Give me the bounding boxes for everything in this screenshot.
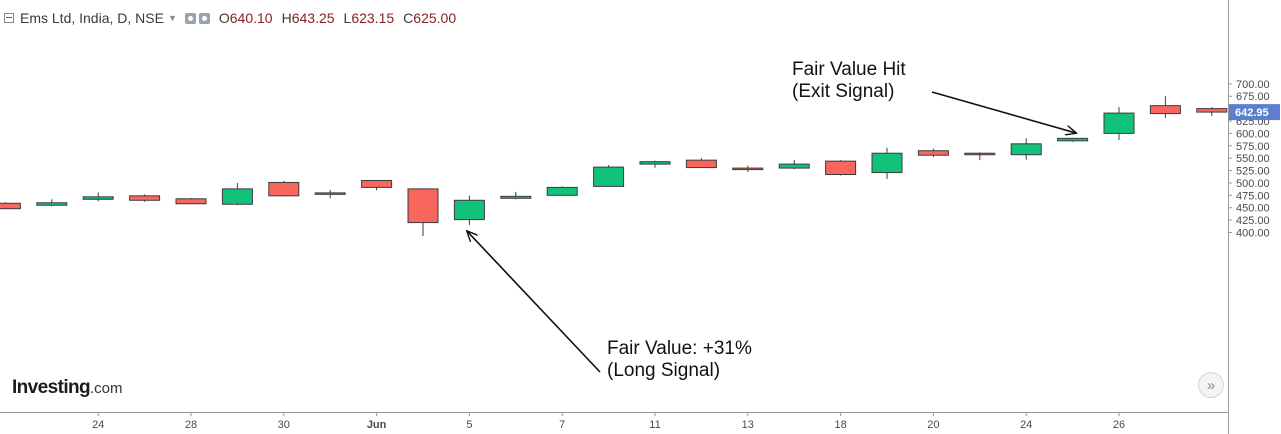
long-signal-arrow: [467, 232, 601, 373]
candle-body: [175, 198, 207, 205]
y-tick-label: 675.00: [1236, 91, 1270, 103]
candle-body: [639, 161, 671, 165]
candle-body: [221, 188, 253, 205]
x-tick-label: 7: [559, 419, 565, 431]
candle-body: [1196, 108, 1228, 113]
logo-brand: Investing: [12, 377, 91, 398]
chart-header: Ems Ltd, India, D, NSE ▼ O640.10 H643.25…: [4, 10, 456, 26]
candle-body: [36, 202, 68, 206]
candle-body: [268, 181, 300, 197]
annotation-exit-signal: Fair Value Hit: [792, 59, 906, 80]
candle-body: [361, 179, 393, 188]
x-tick-label: 13: [742, 419, 754, 431]
candle-body: [964, 152, 996, 156]
y-tick-label: 600.00: [1236, 128, 1270, 140]
candle-body: [0, 202, 21, 210]
candle-body: [685, 159, 717, 169]
high-label: H: [281, 10, 292, 26]
collapse-icon[interactable]: [4, 13, 14, 23]
price-tag-label: 642.95: [1235, 107, 1269, 119]
x-tick-label: 5: [466, 419, 472, 431]
open-label: O: [218, 10, 230, 26]
candle-body: [732, 167, 764, 171]
x-tick-label: 20: [927, 419, 939, 431]
x-tick-label: 26: [1113, 419, 1125, 431]
x-tick-label: 24: [1020, 419, 1032, 431]
x-tick-label: 11: [649, 419, 660, 431]
close-label: C: [403, 10, 414, 26]
close-value: 625.00: [413, 10, 457, 26]
low-label: L: [343, 10, 352, 26]
x-tick-label: 18: [834, 419, 846, 431]
candle-body: [82, 196, 114, 200]
candle-body: [1103, 112, 1135, 134]
symbol-title[interactable]: Ems Ltd, India, D, NSE: [20, 10, 164, 26]
candle-body: [593, 166, 625, 187]
x-tick-label: 24: [92, 419, 104, 431]
candle-body: [129, 195, 161, 201]
annotation-exit-signal: (Exit Signal): [792, 81, 894, 102]
candle-body: [1010, 143, 1042, 156]
x-tick-label: 28: [185, 419, 197, 431]
low-value: 623.15: [351, 10, 395, 26]
annotation-long-signal: (Long Signal): [607, 360, 720, 381]
x-tick-label: Jun: [367, 419, 387, 431]
annotation-long-signal: Fair Value: +31%: [607, 338, 752, 359]
candle-body: [1149, 105, 1181, 115]
y-tick-label: 400.00: [1236, 228, 1270, 240]
y-tick-label: 525.00: [1236, 166, 1270, 178]
candle-body: [546, 186, 578, 196]
y-tick-label: 550.00: [1236, 153, 1270, 165]
open-value: 640.10: [229, 10, 273, 26]
y-tick-label: 450.00: [1236, 203, 1270, 215]
candle-body: [871, 152, 903, 174]
y-tick-label: 475.00: [1236, 190, 1270, 202]
candle-body: [453, 199, 485, 221]
y-tick-label: 575.00: [1236, 141, 1270, 153]
y-tick-label: 700.00: [1236, 79, 1270, 91]
y-tick-label: 425.00: [1236, 215, 1270, 227]
chevron-down-icon[interactable]: ▼: [167, 13, 177, 23]
candle-body: [917, 150, 949, 156]
y-tick-label: 500.00: [1236, 178, 1270, 190]
x-tick-label: 30: [278, 419, 290, 431]
candle-body: [500, 195, 532, 199]
double-chevron-right-icon[interactable]: »: [1198, 372, 1224, 398]
candle-body: [407, 188, 439, 224]
price-tag: [1229, 104, 1280, 121]
candle-body: [778, 163, 810, 169]
logo-tld: .com: [90, 380, 123, 397]
settings-icon[interactable]: [198, 12, 210, 24]
candle-body: [1057, 137, 1089, 142]
investing-logo: Investing.com: [12, 377, 123, 399]
high-value: 643.25: [291, 10, 335, 26]
ohlc-readout: O640.10 H643.25 L623.15 C625.00: [219, 10, 456, 26]
eye-icon[interactable]: [184, 12, 196, 24]
exit-signal-arrow: [931, 91, 1076, 133]
candle-body: [314, 192, 346, 195]
candle-body: [825, 160, 857, 176]
